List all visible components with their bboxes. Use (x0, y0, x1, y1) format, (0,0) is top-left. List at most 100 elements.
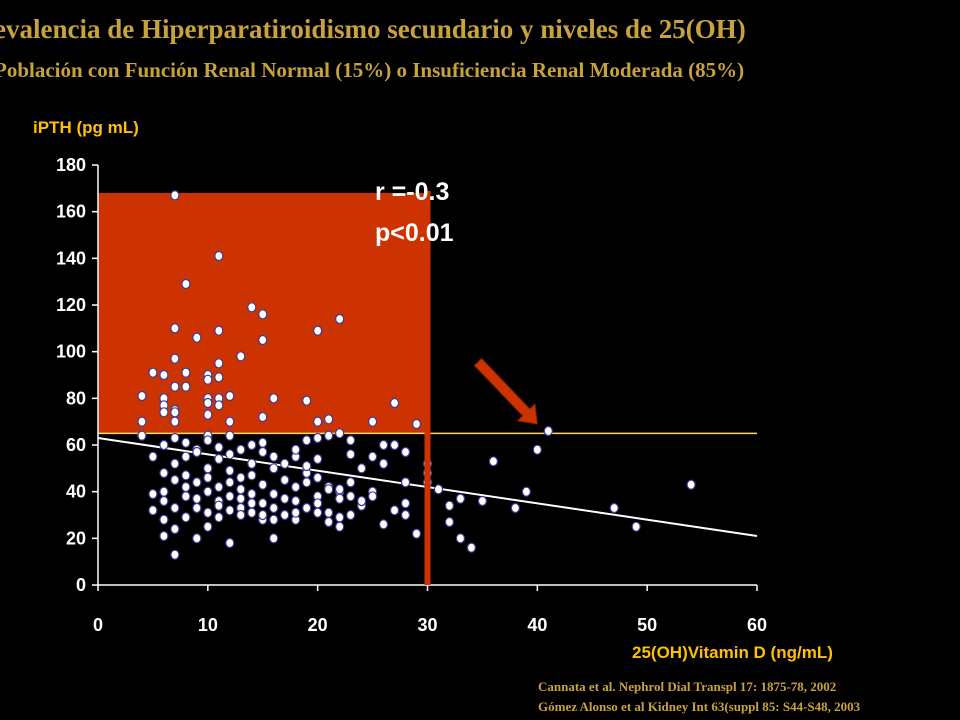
data-point (313, 432, 323, 444)
data-point (335, 512, 345, 523)
data-point (269, 463, 279, 474)
data-point (313, 498, 323, 509)
data-point (192, 477, 202, 488)
data-point (181, 512, 191, 523)
data-point (313, 453, 323, 465)
data-point (291, 507, 301, 518)
data-point (313, 325, 323, 336)
data-point (357, 495, 367, 507)
data-point (159, 439, 169, 451)
data-point (324, 414, 334, 425)
data-point (159, 495, 169, 507)
x-tick-label: 10 (198, 615, 218, 635)
reference-1: Cannata et al. Nephrol Dial Transpl 17: … (538, 679, 837, 694)
data-point (170, 190, 180, 201)
data-point (170, 381, 180, 392)
data-point (313, 507, 323, 518)
data-point (466, 542, 477, 553)
y-axis-label: iPTH (pg mL) (33, 118, 139, 137)
data-point (291, 481, 301, 493)
data-point (389, 439, 400, 451)
data-point (181, 367, 191, 378)
data-point (543, 425, 553, 437)
y-tick-label: 40 (66, 482, 86, 502)
data-point (258, 309, 268, 320)
data-point (159, 369, 169, 381)
data-point (192, 533, 202, 544)
data-point (258, 334, 268, 346)
data-point (389, 397, 400, 409)
data-point (148, 451, 158, 462)
data-point (170, 353, 180, 364)
data-point (258, 498, 268, 509)
data-point (532, 444, 542, 455)
data-point (378, 519, 389, 530)
data-point (181, 451, 191, 462)
data-point (400, 446, 411, 458)
data-point (269, 533, 279, 544)
data-point (170, 432, 180, 444)
data-point (269, 514, 279, 525)
data-point (203, 463, 213, 474)
data-point (258, 437, 268, 448)
data-point (181, 470, 191, 481)
data-point (159, 530, 169, 542)
data-point (389, 505, 400, 516)
data-point (400, 498, 411, 509)
data-point (170, 474, 180, 486)
data-point (170, 458, 180, 469)
data-point (192, 446, 202, 458)
data-point (214, 325, 224, 336)
data-point (214, 372, 224, 383)
data-point (291, 444, 301, 455)
data-point (269, 488, 279, 500)
data-point (324, 516, 334, 528)
x-tick-label: 0 (93, 615, 103, 635)
annotation-p: p<0.01 (375, 219, 454, 247)
data-point (346, 509, 356, 521)
data-point (203, 472, 213, 483)
data-point (214, 500, 224, 511)
data-point (324, 507, 334, 518)
data-point (258, 411, 268, 423)
data-point (444, 500, 455, 511)
data-point (225, 465, 235, 476)
data-point (192, 332, 202, 343)
data-point (357, 463, 367, 474)
data-point (225, 416, 235, 427)
data-point (214, 481, 224, 493)
data-point (346, 477, 356, 488)
data-point (236, 351, 246, 362)
data-point (159, 407, 169, 418)
data-point (148, 367, 158, 378)
data-point (203, 397, 213, 409)
data-point (411, 528, 422, 539)
data-point (346, 449, 356, 460)
data-point (148, 505, 158, 516)
data-point (280, 458, 290, 469)
data-point (214, 358, 224, 369)
data-point (225, 491, 235, 502)
data-point (214, 250, 224, 262)
data-point (225, 430, 235, 441)
chart-subtitle: Población con Función Renal Normal (15%)… (0, 58, 745, 82)
y-tick-label: 20 (66, 528, 86, 548)
data-point (280, 509, 290, 521)
y-tick-label: 80 (66, 388, 86, 408)
data-point (225, 537, 235, 549)
y-tick-label: 180 (56, 155, 86, 175)
x-tick-label: 20 (308, 615, 328, 635)
data-point (236, 472, 246, 483)
data-point (236, 444, 246, 455)
data-point (411, 418, 422, 430)
x-axis-label: 25(OH)Vitamin D (ng/mL) (632, 643, 833, 662)
data-point (433, 484, 444, 495)
data-point (302, 477, 312, 488)
data-point (214, 453, 224, 465)
data-point (686, 479, 696, 490)
data-point (170, 323, 180, 334)
data-point (181, 491, 191, 502)
data-point (444, 516, 455, 528)
data-point (324, 430, 334, 441)
data-point (159, 486, 169, 497)
